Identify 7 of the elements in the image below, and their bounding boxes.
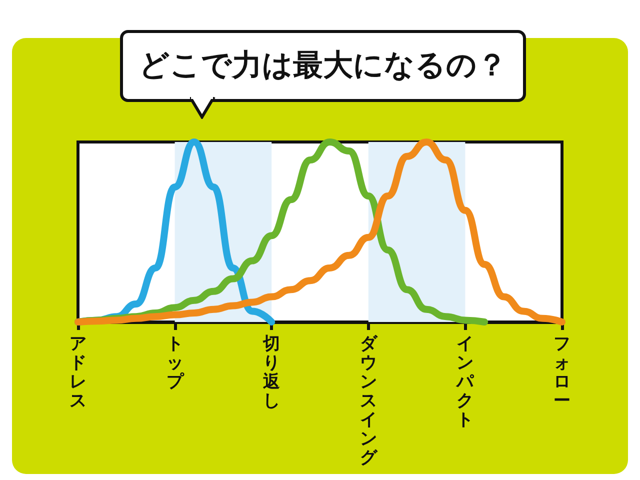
chart-title: どこで力は最大になるの？ [120, 30, 526, 102]
x-tick-label: フォロー [554, 334, 570, 410]
x-tick-label: 切り返し [262, 334, 282, 410]
x-tick-label: アドレス [70, 334, 86, 410]
x-tick-label: トップ [166, 334, 184, 391]
x-tick-label: ダウンスイング [360, 334, 378, 467]
x-tick-label: インパクト [456, 334, 475, 429]
